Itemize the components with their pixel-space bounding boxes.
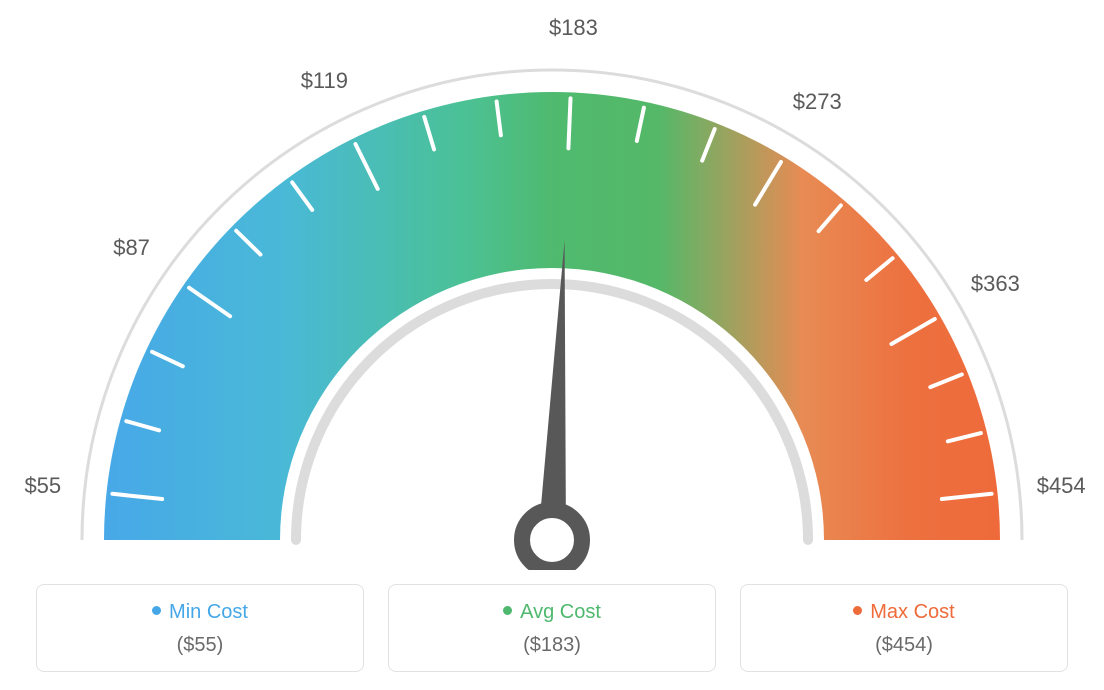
legend-card-title: Max Cost: [753, 601, 1055, 624]
gauge-tick-label: $119: [301, 68, 348, 94]
gauge-tick-label: $273: [793, 89, 842, 115]
gauge-tick-label: $55: [24, 473, 61, 499]
legend-card-value: ($183): [401, 634, 703, 657]
gauge-tick-label: $87: [113, 235, 150, 261]
gauge-tick-label: $454: [1037, 473, 1086, 499]
legend-dot-icon: [853, 606, 862, 615]
legend-card-label: Min Cost: [169, 601, 248, 623]
gauge-chart: $55 $87 $119 $183 $273 $363 $454: [0, 0, 1104, 570]
gauge-hub: [522, 510, 582, 570]
legend-card-value: ($55): [49, 634, 351, 657]
legend-card: Min Cost ($55): [36, 584, 364, 672]
gauge-tick-label: $363: [971, 271, 1020, 297]
legend-card: Max Cost ($454): [740, 584, 1068, 672]
legend-dot-icon: [503, 606, 512, 615]
legend-row: Min Cost ($55) Avg Cost ($183) Max Cost ($454…: [0, 584, 1104, 672]
gauge-tick-label: $183: [549, 15, 598, 41]
legend-card-label: Avg Cost: [520, 601, 601, 623]
legend-card-value: ($454): [753, 634, 1055, 657]
legend-dot-icon: [152, 606, 161, 615]
legend-card-title: Min Cost: [49, 601, 351, 624]
legend-card-label: Max Cost: [870, 601, 954, 623]
gauge-tick: [568, 98, 570, 148]
gauge-svg: [0, 0, 1104, 570]
legend-card: Avg Cost ($183): [388, 584, 716, 672]
legend-card-title: Avg Cost: [401, 601, 703, 624]
